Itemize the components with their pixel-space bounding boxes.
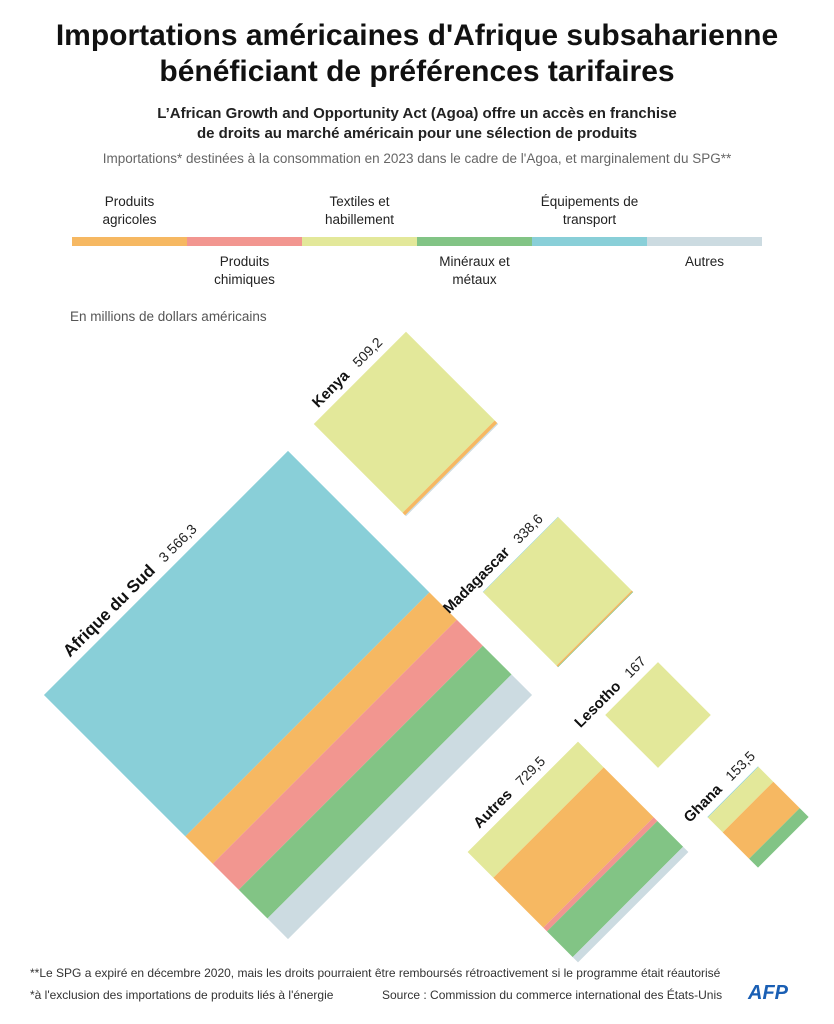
legend-swatch <box>72 237 187 246</box>
legend-swatch <box>647 237 762 246</box>
description: Importations* destinées à la consommatio… <box>102 151 732 166</box>
segment <box>405 423 499 517</box>
segment <box>605 662 711 768</box>
legend-label: Textiles et habillement <box>324 194 395 227</box>
legend-label: Équipements de transport <box>540 194 639 227</box>
segment <box>267 674 533 940</box>
segment <box>543 817 658 932</box>
segment <box>483 517 632 666</box>
segment <box>572 846 689 963</box>
logo: AFP <box>748 982 788 1004</box>
segment <box>482 516 559 593</box>
segment <box>43 450 430 837</box>
legend-swatch <box>532 237 647 246</box>
segment <box>467 741 604 878</box>
segment <box>313 331 495 513</box>
legend-swatch <box>302 237 417 246</box>
unit-label: En millions de dollars américains <box>70 309 267 324</box>
legend-label: Autres <box>684 254 725 269</box>
legend-label: Produits chimiques <box>214 254 275 287</box>
source: Source : Commission du commerce internat… <box>382 988 723 1002</box>
legend-swatch <box>187 237 302 246</box>
segment <box>493 767 654 928</box>
legend-label: Minéraux et métaux <box>439 254 510 287</box>
segment <box>185 592 457 864</box>
segment <box>707 766 774 833</box>
title: Importations américaines d'Afrique subsa… <box>55 19 779 88</box>
segment <box>556 590 633 667</box>
segment <box>212 619 483 890</box>
segment <box>546 820 684 958</box>
legend-swatch <box>417 237 532 246</box>
segment <box>707 766 759 818</box>
segment <box>557 591 634 668</box>
subtitle: L’African Growth and Opportunity Act (Ag… <box>157 105 677 142</box>
footnote: *à l'exclusion des importations de produ… <box>30 988 334 1002</box>
footnote: **Le SPG a expiré en décembre 2020, mais… <box>30 966 721 980</box>
segment <box>238 645 512 919</box>
segment <box>402 420 498 516</box>
segment <box>722 781 800 859</box>
segment <box>749 808 809 868</box>
legend-label: Produits agricoles <box>102 194 157 227</box>
